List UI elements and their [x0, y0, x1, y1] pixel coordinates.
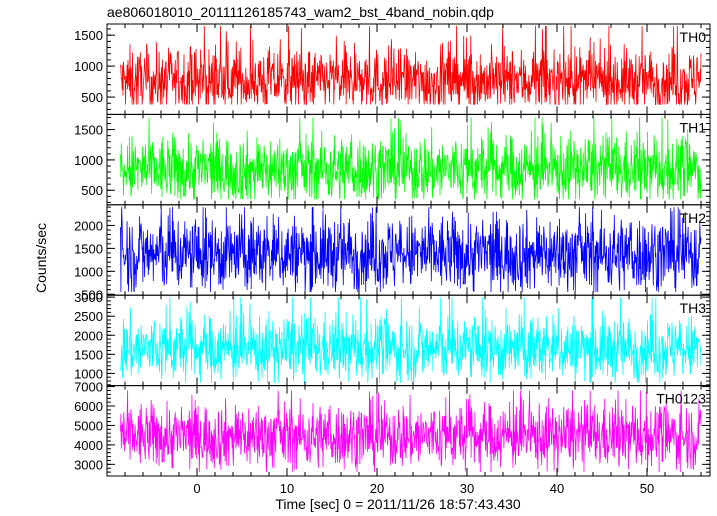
y-tick-label: 1000: [74, 153, 103, 168]
y-tick-label: 4000: [74, 438, 103, 453]
x-axis-label: Time [sec] 0 = 2011/11/26 18:57:43.430: [275, 496, 521, 512]
y-tick-label: 500: [81, 287, 103, 302]
series-th0: [120, 25, 702, 106]
y-tick-label: 2500: [74, 309, 103, 324]
x-tick-label: 30: [460, 481, 474, 496]
x-tick-label: 50: [640, 481, 654, 496]
y-tick-label: 500: [81, 90, 103, 105]
panel-label: TH2: [680, 210, 707, 226]
panel-label: TH0123: [656, 391, 706, 407]
y-tick-label: 1500: [74, 241, 103, 256]
y-tick-label: 3000: [74, 457, 103, 472]
x-tick-label: 40: [550, 481, 564, 496]
chart-title: ae806018010_20111126185743_wam2_bst_4ban…: [107, 4, 494, 20]
panel-th1: 500 1000 1500 TH1: [74, 113, 711, 206]
panel-th0123: 3000 4000 5000 6000 7000 TH0123: [74, 380, 711, 477]
y-tick-label: 1500: [74, 347, 103, 362]
y-tick-label: 1500: [74, 28, 103, 43]
panel-th0: 500 1000 1500 TH0: [74, 23, 711, 115]
y-tick-label: 1000: [74, 59, 103, 74]
series-th3: [120, 297, 702, 383]
series-th2: [120, 207, 702, 293]
x-axis-ticks: 0 10 20 30 40 50: [193, 481, 654, 496]
panel-label: TH1: [680, 119, 707, 135]
y-tick-label: 1000: [74, 366, 103, 381]
series-th1: [120, 117, 702, 200]
y-axis-label: Counts/sec: [33, 223, 49, 293]
panel-label: TH0: [680, 29, 707, 45]
panel-th3: 1000 1500 2000 2500 3000 TH3: [74, 290, 711, 387]
y-tick-label: 1500: [74, 123, 103, 138]
y-tick-label: 3000: [74, 290, 103, 305]
x-tick-label: 20: [370, 481, 384, 496]
x-tick-label: 10: [280, 481, 294, 496]
panel-label: TH3: [680, 300, 707, 316]
panel-frame: [106, 385, 711, 477]
y-tick-label: 7000: [74, 380, 103, 395]
y-tick-label: 6000: [74, 399, 103, 414]
y-tick-label: 5000: [74, 418, 103, 433]
y-tick-label: 2000: [74, 218, 103, 233]
series-th0123: [120, 390, 702, 473]
panels-group: 500 1000 1500 TH0 500 1000 1500 TH1 500 1000 1500 2…: [74, 23, 711, 477]
x-tick-label: 0: [193, 481, 200, 496]
y-tick-label: 1000: [74, 264, 103, 279]
y-tick-label: 500: [81, 183, 103, 198]
y-tick-label: 2000: [74, 328, 103, 343]
panel-th2: 500 1000 1500 2000 TH2: [74, 204, 711, 302]
